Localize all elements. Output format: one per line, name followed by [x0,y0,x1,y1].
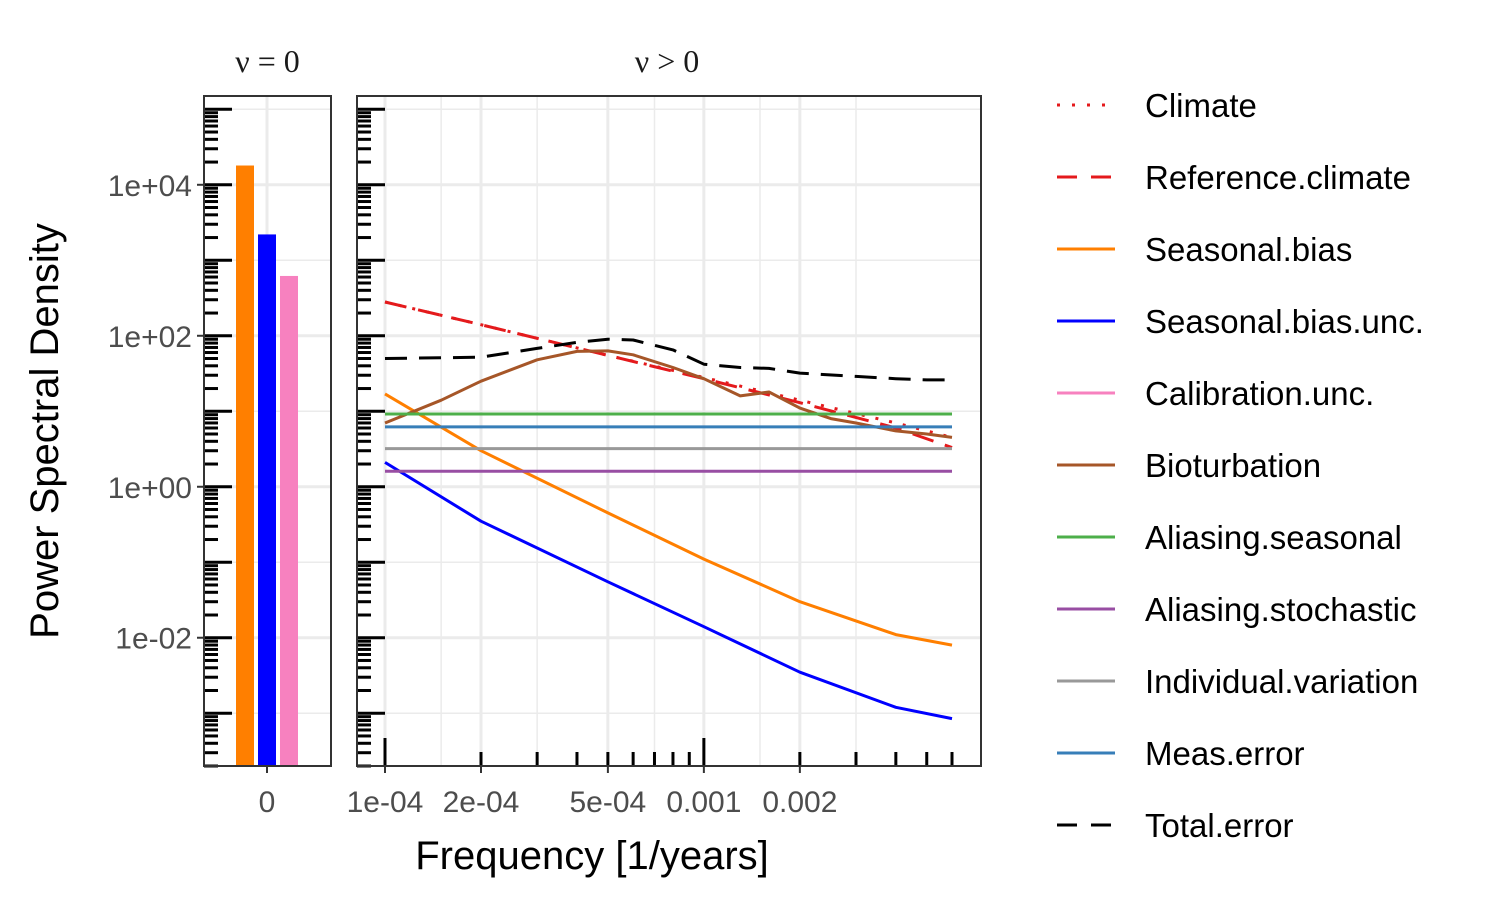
bar-seasonal-bias [236,165,254,767]
series-climate [384,300,953,439]
y-tick-label: 1e+02 [108,321,192,354]
series-total-error [384,337,952,382]
x-tick-label: 0 [259,786,276,819]
legend-label: Calibration.unc. [1145,375,1374,412]
bar-calibration-unc [280,275,298,766]
y-axis-title: Power Spectral Density [23,223,67,639]
y-tick-label: 1e+04 [108,170,192,203]
bar-seasonal-bias-unc [258,234,276,767]
legend-label: Climate [1145,87,1257,124]
x-tick-label: 2e-04 [443,786,520,819]
series-seasonal-bias-unc [384,461,953,721]
panel-nu-positive: ν > 0 1e-04 2e-04 5e-04 0.001 0.002 [347,43,982,819]
x-tick-label: 0.002 [762,786,837,819]
panel-border [356,95,982,767]
panel-nu-zero: ν = 0 1e+04 1e+02 1e+00 1e-02 0 [108,43,332,819]
x-tick-label: 1e-04 [347,786,424,819]
y-tick-label: 1e+00 [108,472,192,505]
legend-label: Individual.variation [1145,663,1418,700]
x-tick-label: 0.001 [666,786,741,819]
legend-label: Reference.climate [1145,159,1411,196]
legend-label: Bioturbation [1145,447,1321,484]
x-tick-label: 5e-04 [570,786,647,819]
legend-label: Total.error [1145,807,1294,844]
legend-label: Aliasing.seasonal [1145,519,1402,556]
y-tick-label: 1e-02 [115,623,192,656]
series-seasonal-bias [384,392,953,647]
legend-label: Meas.error [1145,735,1305,772]
strip-label: ν = 0 [235,43,300,79]
x-axis-title: Frequency [1/years] [415,834,769,878]
legend-label: Aliasing.stochastic [1145,591,1416,628]
panel-background [357,96,981,766]
legend-label: Seasonal.bias [1145,231,1352,268]
legend: Climate Reference.climate Seasonal.bias Sea… [1057,87,1424,844]
strip-label: ν > 0 [635,43,700,79]
legend-label: Seasonal.bias.unc. [1145,303,1424,340]
